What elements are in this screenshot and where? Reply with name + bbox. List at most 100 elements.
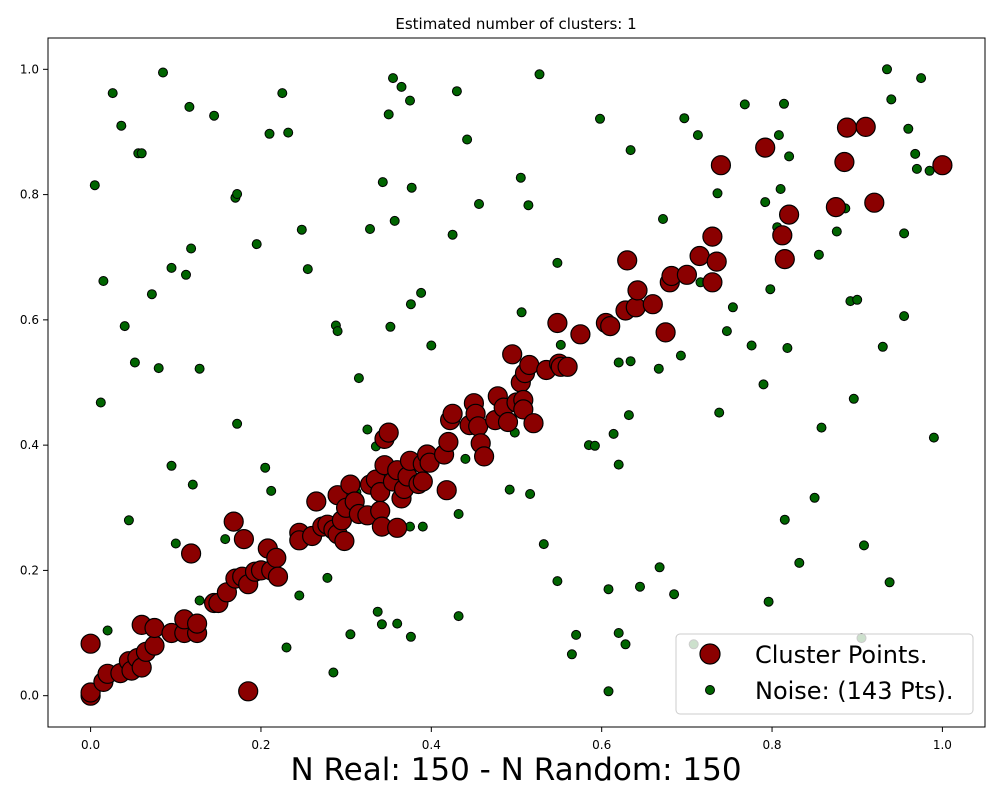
noise-point — [928, 432, 939, 443]
cluster-point — [497, 411, 519, 433]
cluster-point — [144, 617, 165, 639]
noise-point — [859, 540, 869, 551]
noise-point — [166, 262, 177, 273]
noise-point — [119, 321, 130, 332]
noise-point — [884, 577, 895, 588]
cluster-point — [772, 225, 793, 246]
noise-point — [613, 628, 624, 638]
cluster-point — [266, 547, 287, 569]
cluster-point — [676, 264, 698, 285]
x-tick-label: 0.6 — [592, 738, 611, 752]
noise-point — [166, 460, 177, 471]
noise-point — [877, 341, 888, 352]
noise-point — [353, 373, 364, 384]
noise-point — [603, 584, 614, 595]
noise-point — [322, 572, 333, 583]
noise-point — [523, 200, 534, 211]
legend-box — [675, 633, 974, 715]
cluster-point — [836, 117, 858, 138]
noise-point — [453, 509, 464, 519]
cluster-point — [340, 474, 361, 495]
cluster-point — [523, 413, 544, 434]
noise-point — [552, 257, 563, 268]
cluster-point — [834, 151, 855, 173]
cluster-point — [570, 324, 591, 345]
noise-point — [460, 453, 471, 464]
x-axis: 0.0 0.2 0.4 0.6 0.8 1.0 — [81, 727, 952, 752]
noise-point — [809, 492, 820, 503]
noise-point — [613, 459, 624, 470]
chart-title: Estimated number of clusters: 1 — [395, 15, 636, 33]
cluster-point — [144, 635, 165, 656]
y-tick-label: 0.0 — [20, 689, 39, 703]
noise-point — [385, 321, 396, 332]
noise-point — [405, 299, 416, 310]
cluster-point — [600, 316, 621, 337]
noise-point — [571, 629, 582, 640]
noise-point — [181, 269, 191, 280]
cluster-point — [755, 137, 776, 158]
noise-point — [426, 340, 437, 351]
noise-point — [260, 462, 271, 473]
noise-point — [679, 113, 690, 124]
noise-point — [555, 339, 566, 350]
noise-point — [392, 618, 403, 629]
cluster-point — [519, 354, 540, 376]
noise-point — [794, 557, 805, 568]
cluster-point — [442, 403, 463, 424]
noise-point — [712, 188, 723, 199]
cluster-point — [702, 272, 723, 293]
noise-point — [595, 113, 605, 124]
y-tick-label: 0.6 — [20, 313, 39, 327]
noise-point — [910, 148, 921, 159]
noise-point — [721, 326, 732, 337]
noise-point — [447, 229, 458, 240]
noise-point — [416, 287, 427, 298]
cluster-point — [642, 294, 663, 315]
noise-point — [129, 357, 140, 368]
noise-point — [773, 130, 784, 141]
noise-point — [653, 363, 664, 374]
y-axis: 0.0 0.2 0.4 0.6 0.8 1.0 — [20, 62, 48, 703]
cluster-point — [625, 297, 646, 318]
noise-point — [669, 589, 680, 600]
cluster-point — [774, 249, 795, 270]
noise-point — [852, 294, 863, 305]
noise-point — [625, 356, 636, 367]
noise-point — [603, 686, 614, 697]
noise-point — [625, 145, 636, 156]
noise-point — [266, 485, 277, 496]
y-tick-label: 0.2 — [20, 563, 39, 577]
legend-marker-cluster — [699, 643, 721, 665]
noise-point — [377, 177, 388, 188]
cluster-point — [617, 250, 638, 271]
plot-area-frame — [47, 37, 986, 728]
cluster-point — [412, 471, 433, 492]
x-tick-label: 0.0 — [81, 738, 100, 752]
noise-point — [277, 88, 288, 99]
noise-series — [89, 64, 939, 697]
noise-point — [296, 224, 307, 235]
noise-point — [515, 172, 526, 183]
cluster-point — [80, 633, 101, 654]
noise-point — [98, 276, 109, 286]
noise-point — [95, 397, 106, 408]
noise-point — [123, 515, 134, 526]
cluster-point — [378, 422, 399, 443]
noise-point — [816, 422, 827, 433]
noise-point — [417, 521, 428, 532]
noise-point — [516, 307, 527, 318]
noise-point — [187, 479, 198, 490]
noise-point — [405, 631, 416, 642]
noise-point — [264, 128, 275, 139]
noise-point — [332, 326, 343, 337]
cluster-point — [233, 528, 254, 550]
cluster-point — [438, 431, 459, 453]
cluster-point — [557, 356, 578, 377]
x-tick-label: 1.0 — [933, 738, 952, 752]
noise-point — [813, 249, 824, 260]
noise-point — [194, 595, 205, 606]
noise-point — [345, 629, 356, 640]
noise-point — [760, 197, 771, 208]
